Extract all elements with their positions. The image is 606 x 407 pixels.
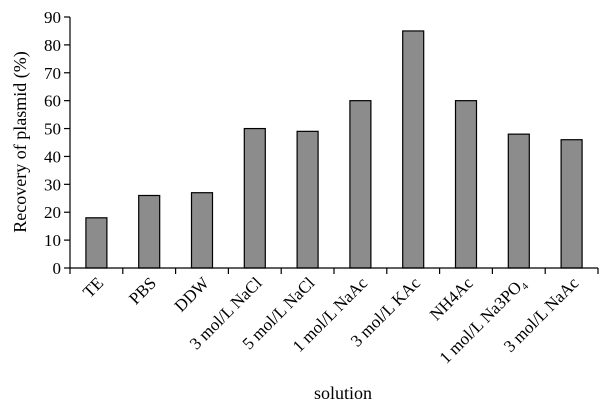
x-tick-label: DDW xyxy=(171,273,214,316)
bar xyxy=(507,133,530,269)
bar xyxy=(349,100,372,269)
y-tick-label: 70 xyxy=(44,64,61,83)
y-tick-label: 90 xyxy=(44,8,61,27)
bar xyxy=(85,217,108,269)
y-axis: 0 10 20 30 40 50 60 70 80 90 xyxy=(44,8,71,278)
bar xyxy=(190,192,214,269)
bars xyxy=(85,30,583,269)
bar xyxy=(402,30,425,269)
y-tick-label: 60 xyxy=(44,92,61,111)
y-axis-title: Recovery of plasmid (%) xyxy=(10,51,31,232)
y-tick-label: 80 xyxy=(44,36,61,55)
bar xyxy=(138,194,161,269)
x-tick-label: NH4Ac xyxy=(426,273,477,324)
bar xyxy=(243,127,266,269)
y-tick-label: 20 xyxy=(44,203,61,222)
bar xyxy=(560,139,583,269)
y-tick-label: 40 xyxy=(44,147,61,166)
y-tick-label: 10 xyxy=(44,231,61,250)
bar xyxy=(454,100,478,269)
y-tick-label: 0 xyxy=(53,259,62,278)
x-tick-label: PBS xyxy=(125,273,160,308)
y-tick-label: 50 xyxy=(44,120,61,139)
bar xyxy=(296,130,319,269)
y-tick-label: 30 xyxy=(44,175,61,194)
x-axis-title: solution xyxy=(314,383,372,403)
x-tick-label: TE xyxy=(79,273,107,301)
